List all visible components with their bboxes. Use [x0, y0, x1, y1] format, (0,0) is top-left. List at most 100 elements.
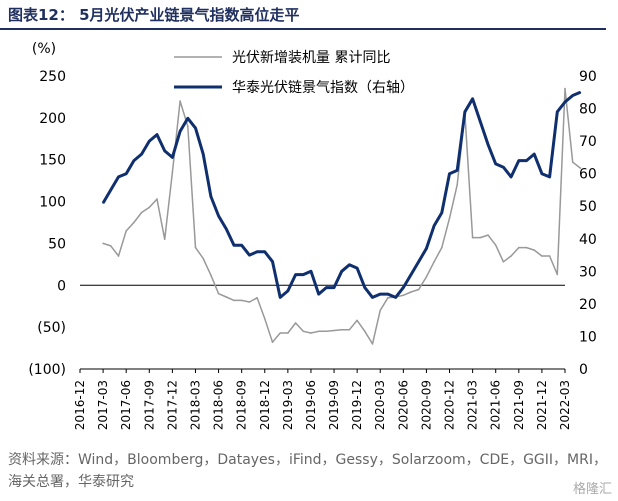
- point-installations-yoy: [502, 261, 505, 263]
- right-tick-label: 20: [579, 297, 597, 313]
- x-tick-label: 2019-12: [350, 380, 364, 430]
- point-installations-yoy: [487, 234, 489, 236]
- point-pv-index: [579, 91, 582, 94]
- left-tick-label: 50: [48, 236, 66, 252]
- point-pv-index: [518, 159, 520, 162]
- point-pv-index: [379, 293, 382, 295]
- x-tick-label: 2018-03: [188, 380, 202, 430]
- point-installations-yoy: [410, 291, 412, 293]
- series-line-installations-yoy: [102, 87, 581, 345]
- point-pv-index: [525, 159, 528, 162]
- x-tick-label: 2017-06: [119, 380, 133, 430]
- right-tick-label: 0: [579, 362, 588, 378]
- point-pv-index: [256, 251, 258, 253]
- point-pv-index: [494, 163, 497, 165]
- x-tick-label: 2020-03: [373, 380, 387, 430]
- point-pv-index: [264, 251, 266, 253]
- point-pv-index: [279, 296, 282, 299]
- point-installations-yoy: [110, 245, 112, 247]
- point-installations-yoy: [371, 343, 374, 345]
- point-installations-yoy: [310, 332, 312, 334]
- right-tick-label: 70: [579, 134, 597, 150]
- point-pv-index: [110, 189, 112, 191]
- point-pv-index: [125, 172, 127, 175]
- point-pv-index: [356, 267, 358, 269]
- left-tick-label: 250: [39, 69, 66, 85]
- x-tick-label: 2017-09: [142, 380, 156, 430]
- point-pv-index: [317, 293, 320, 295]
- x-tick-label: 2018-06: [212, 380, 226, 430]
- point-installations-yoy: [317, 330, 320, 333]
- point-installations-yoy: [140, 211, 143, 214]
- x-tick-label: 2017-12: [165, 380, 179, 430]
- point-installations-yoy: [171, 171, 174, 174]
- source-note: 资料来源：Wind，Bloomberg，Datayes，iFind，Gessy，…: [8, 452, 607, 490]
- right-tick-label: 50: [579, 199, 597, 215]
- point-pv-index: [433, 225, 435, 227]
- point-installations-yoy: [248, 301, 251, 303]
- point-installations-yoy: [433, 261, 435, 263]
- point-pv-index: [240, 244, 243, 247]
- point-installations-yoy: [210, 274, 212, 277]
- point-installations-yoy: [556, 273, 559, 276]
- point-pv-index: [140, 153, 143, 155]
- watermark: 格隆汇: [572, 482, 612, 497]
- point-pv-index: [217, 215, 220, 217]
- point-pv-index: [202, 153, 204, 155]
- point-pv-index: [448, 172, 451, 175]
- point-installations-yoy: [518, 246, 520, 249]
- point-pv-index: [364, 286, 366, 289]
- point-installations-yoy: [379, 309, 382, 312]
- right-tick-label: 40: [579, 232, 597, 248]
- x-tick-label: 2021-06: [489, 380, 503, 430]
- left-tick-label: 200: [39, 111, 66, 127]
- point-installations-yoy: [163, 238, 166, 240]
- left-tick-label: (100): [28, 362, 66, 378]
- point-installations-yoy: [133, 221, 135, 224]
- point-pv-index: [210, 195, 212, 198]
- point-installations-yoy: [333, 329, 335, 332]
- point-pv-index: [394, 296, 397, 299]
- x-tick-label: 2016-12: [73, 380, 87, 430]
- point-installations-yoy: [271, 341, 274, 344]
- point-installations-yoy: [225, 296, 228, 298]
- x-tick-label: 2018-12: [258, 380, 272, 430]
- point-installations-yoy: [187, 125, 189, 127]
- point-installations-yoy: [494, 244, 497, 246]
- point-installations-yoy: [356, 319, 358, 322]
- point-pv-index: [148, 140, 151, 142]
- point-pv-index: [417, 260, 420, 263]
- point-pv-index: [510, 176, 512, 178]
- point-installations-yoy: [256, 297, 258, 299]
- chart-title: 图表12： 5月光伏产业链景气指数高位走平: [8, 6, 300, 24]
- point-pv-index: [410, 273, 412, 276]
- point-installations-yoy: [264, 318, 266, 320]
- point-pv-index: [171, 156, 174, 159]
- point-installations-yoy: [387, 297, 389, 299]
- x-tick-label: 2019-09: [327, 380, 341, 430]
- point-pv-index: [425, 247, 428, 250]
- left-tick-label: 0: [57, 278, 66, 294]
- right-tick-label: 60: [579, 167, 597, 183]
- point-pv-index: [541, 172, 543, 175]
- point-installations-yoy: [148, 206, 151, 209]
- point-pv-index: [487, 143, 489, 146]
- point-installations-yoy: [425, 276, 428, 278]
- x-tick-label: 2017-03: [96, 380, 110, 430]
- point-pv-index: [294, 273, 297, 276]
- x-tick-label: 2019-06: [304, 380, 318, 430]
- point-installations-yoy: [364, 330, 366, 333]
- point-installations-yoy: [325, 330, 328, 333]
- point-installations-yoy: [302, 330, 305, 333]
- point-pv-index: [564, 101, 566, 103]
- x-tick-label: 2020-06: [396, 380, 410, 430]
- point-installations-yoy: [579, 167, 582, 169]
- point-pv-index: [402, 286, 405, 289]
- point-pv-index: [441, 211, 443, 214]
- right-tick-label: 90: [579, 69, 597, 85]
- point-pv-index: [371, 296, 374, 299]
- point-pv-index: [179, 130, 181, 133]
- point-pv-index: [248, 254, 251, 256]
- point-installations-yoy: [117, 255, 120, 257]
- point-installations-yoy: [102, 242, 104, 245]
